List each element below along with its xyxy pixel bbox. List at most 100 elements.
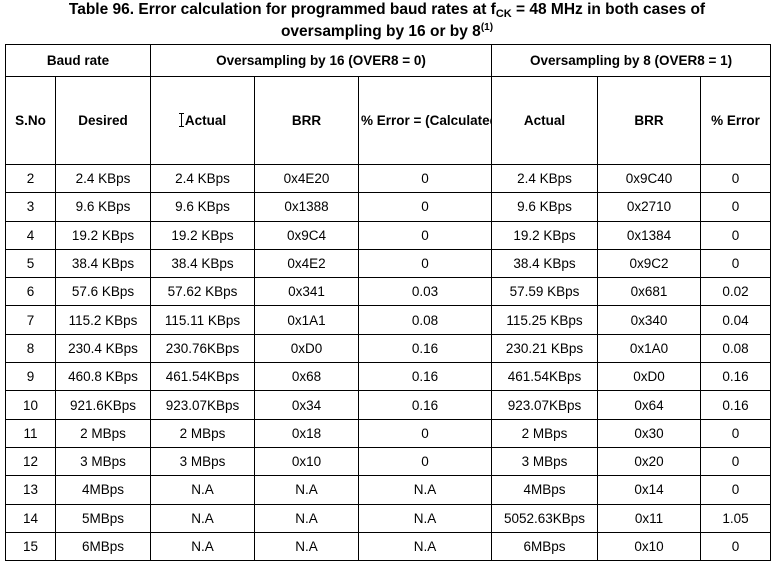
- cell-desired: 38.4 KBps: [55, 248, 151, 279]
- cell-error-8: 0.16: [700, 390, 772, 420]
- cell-error-8: 0: [700, 192, 772, 222]
- cell-actual-8: 3 MBps: [491, 446, 599, 477]
- cell-sno: 6: [5, 277, 56, 307]
- cell-desired: 2.4 KBps: [55, 163, 151, 194]
- table-row: 4 19.2 KBps 19.2 KBps 0x9C4 0 19.2 KBps 0x1384…: [5, 220, 772, 250]
- table-row: 9 460.8 KBps 461.54KBps 0x68 0.16 461.54KBps 0…: [5, 362, 772, 392]
- table-row: 3 9.6 KBps 9.6 KBps 0x1388 0 9.6 KBps 0x2710 0: [5, 192, 772, 222]
- cell-error-16: 0: [357, 220, 493, 250]
- cell-error-16: 0.03: [357, 277, 493, 307]
- table-row: 14 5MBps N.A N.A N.A 5052.63KBps 0x11 1.05: [5, 503, 772, 533]
- cell-actual-16: 38.4 KBps: [150, 248, 255, 279]
- baud-rate-error-table: Baud rate Oversampling by 16 (OVER8 = 0)…: [5, 44, 772, 562]
- cell-actual-8: 2.4 KBps: [491, 163, 599, 194]
- cell-brr-16: 0x4E20: [254, 163, 359, 194]
- cell-brr-16: 0x341: [254, 277, 359, 307]
- cell-sno: 4: [5, 220, 56, 250]
- cell-brr-16: N.A: [254, 531, 359, 562]
- table-title: Table 96. Error calculation for programm…: [0, 0, 774, 42]
- cell-error-8: 0.02: [700, 277, 772, 307]
- group-header-oversampling-16: Oversampling by 16 (OVER8 = 0): [149, 44, 493, 77]
- cell-error-16: N.A: [357, 475, 493, 505]
- title-subscript: CK: [495, 8, 512, 20]
- cell-sno: 9: [5, 362, 56, 392]
- table-row: 13 4MBps N.A N.A N.A 4MBps 0x14 0: [5, 475, 772, 505]
- cell-brr-8: 0x11: [597, 503, 702, 533]
- group-header-row: Baud rate Oversampling by 16 (OVER8 = 0)…: [5, 44, 772, 77]
- cell-brr-16: 0xD0: [254, 333, 359, 364]
- cell-brr-8: 0x14: [597, 475, 702, 505]
- cell-brr-16: 0x10: [254, 446, 359, 477]
- cell-actual-8: 38.4 KBps: [491, 248, 599, 279]
- cell-brr-8: 0x340: [597, 305, 702, 335]
- cell-desired: 57.6 KBps: [55, 277, 151, 307]
- column-header-error-8: % Error: [700, 76, 772, 165]
- cell-desired: 921.6KBps: [55, 390, 151, 420]
- column-header-actual-16: Actual: [150, 76, 255, 165]
- column-header-brr-16: BRR: [254, 76, 359, 165]
- cell-actual-16: 230.76KBps: [150, 333, 255, 364]
- cell-desired: 460.8 KBps: [55, 362, 151, 392]
- cell-actual-16: N.A: [150, 475, 255, 505]
- column-header-row: S.No Desired Actual BRR % Error = (Calcu…: [5, 76, 772, 165]
- column-header-sno: S.No: [5, 76, 56, 165]
- cell-desired: 2 MBps: [55, 418, 151, 448]
- cell-error-16: 0.16: [357, 390, 493, 420]
- cell-actual-8: 9.6 KBps: [491, 192, 599, 222]
- cell-error-8: 0: [700, 220, 772, 250]
- cell-error-16: 0.16: [357, 333, 493, 364]
- cell-actual-8: 461.54KBps: [491, 362, 599, 392]
- cell-error-16: 0.08: [357, 305, 493, 335]
- cell-brr-8: 0x1384: [597, 220, 702, 250]
- cell-desired: 115.2 KBps: [55, 305, 151, 335]
- cell-actual-8: 4MBps: [491, 475, 599, 505]
- cell-brr-8: 0x30: [597, 418, 702, 448]
- cell-error-8: 0.04: [700, 305, 772, 335]
- cell-actual-16: 19.2 KBps: [150, 220, 255, 250]
- cell-brr-8: 0x1A0: [597, 333, 702, 364]
- cell-brr-16: 0x18: [254, 418, 359, 448]
- cell-brr-16: 0x68: [254, 362, 359, 392]
- title-suffix: = 48 MHz in both cases of: [511, 1, 706, 18]
- cell-sno: 15: [5, 531, 56, 562]
- cell-brr-8: 0x64: [597, 390, 702, 420]
- cell-actual-8: 19.2 KBps: [491, 220, 599, 250]
- cell-desired: 9.6 KBps: [55, 192, 151, 222]
- cell-error-8: 0: [700, 446, 772, 477]
- cell-brr-16: N.A: [254, 503, 359, 533]
- table-row: 2 2.4 KBps 2.4 KBps 0x4E20 0 2.4 KBps 0x9C40 0: [5, 163, 772, 194]
- table-row: 7 115.2 KBps 115.11 KBps 0x1A1 0.08 115.25 KB…: [5, 305, 772, 335]
- cell-brr-16: 0x1A1: [254, 305, 359, 335]
- cell-sno: 3: [5, 192, 56, 222]
- cell-brr-8: 0xD0: [597, 362, 702, 392]
- cell-actual-8: 230.21 KBps: [491, 333, 599, 364]
- cell-error-8: 0: [700, 248, 772, 279]
- cell-sno: 10: [5, 390, 56, 420]
- cell-error-8: 1.05: [700, 503, 772, 533]
- cell-error-16: 0: [357, 163, 493, 194]
- cell-desired: 19.2 KBps: [55, 220, 151, 250]
- cell-error-8: 0: [700, 163, 772, 194]
- title-footnote-ref: (1): [480, 22, 494, 33]
- cell-brr-8: 0x10: [597, 531, 702, 562]
- cell-desired: 4MBps: [55, 475, 151, 505]
- cell-brr-16: N.A: [254, 475, 359, 505]
- cell-actual-8: 5052.63KBps: [491, 503, 599, 533]
- cell-brr-16: 0x1388: [254, 192, 359, 222]
- cell-brr-8: 0x9C2: [597, 248, 702, 279]
- cell-error-16: N.A: [357, 531, 493, 562]
- cell-actual-16: 115.11 KBps: [150, 305, 255, 335]
- column-header-brr-8: BRR: [597, 76, 702, 165]
- column-header-error-16: % Error = (Calculated - Desired)B.Rate /…: [357, 76, 493, 165]
- cell-sno: 2: [5, 163, 56, 194]
- cell-sno: 8: [5, 333, 56, 364]
- cell-sno: 11: [5, 418, 56, 448]
- cell-desired: 3 MBps: [55, 446, 151, 477]
- cell-error-16: 0: [357, 248, 493, 279]
- cell-actual-16: N.A: [150, 503, 255, 533]
- title-line2-text: oversampling by 16 or by 8: [280, 23, 481, 40]
- cell-brr-8: 0x681: [597, 277, 702, 307]
- group-header-oversampling-8: Oversampling by 8 (OVER8 = 1): [491, 44, 772, 77]
- cell-brr-16: 0x34: [254, 390, 359, 420]
- table-row: 11 2 MBps 2 MBps 0x18 0 2 MBps 0x30 0: [5, 418, 772, 448]
